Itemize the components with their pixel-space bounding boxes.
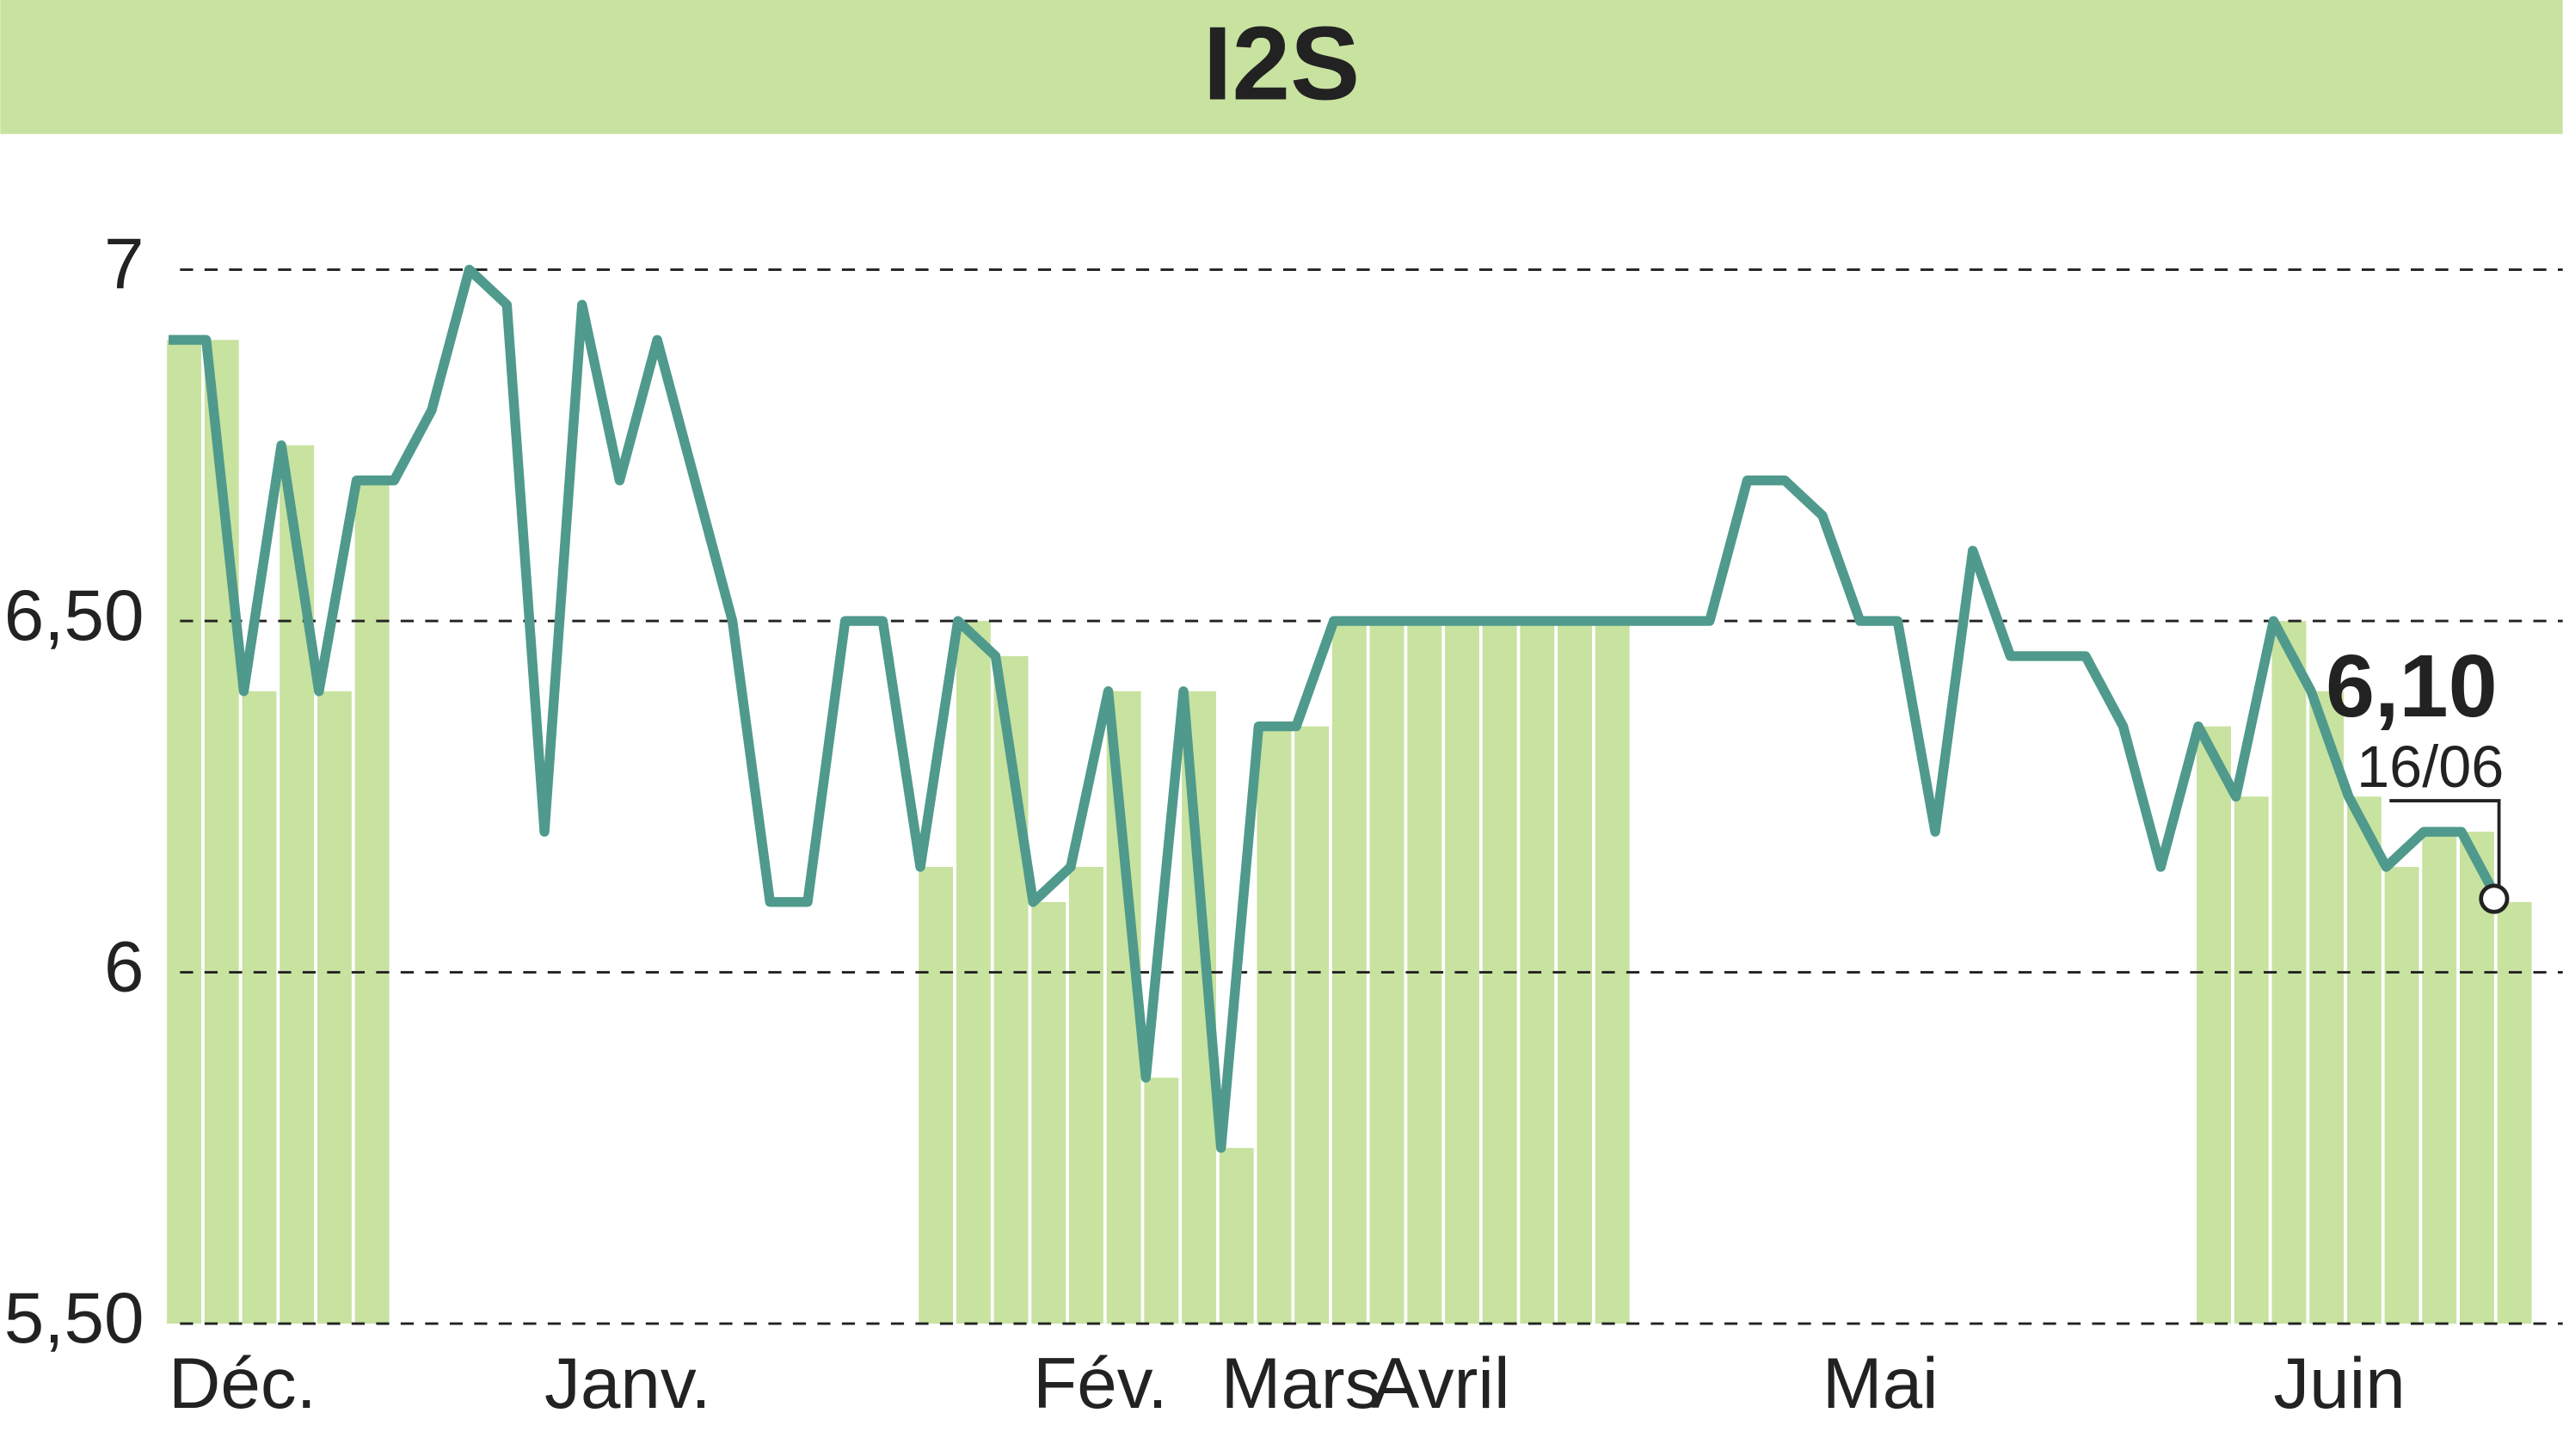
bar [2497,901,2532,1324]
bar [1257,726,1292,1324]
annotation-leader [2389,799,2501,889]
x-tick-label: Juin [2273,1342,2405,1423]
annotation-value: 6,10 [2326,636,2498,735]
y-tick-label: 6,50 [4,574,144,655]
x-tick-label: Janv. [544,1342,711,1423]
bar [317,691,352,1324]
annotation-date: 16/06 [2357,734,2504,800]
bar [242,691,277,1324]
x-tick-label: Fév. [1033,1342,1167,1423]
bar [1031,901,1066,1324]
title-band [0,0,2563,134]
x-tick-label: Déc. [169,1342,317,1423]
bar [2197,726,2231,1324]
x-tick-label: Avril [1372,1342,1510,1423]
bar [167,340,202,1324]
x-tick-label: Mai [1822,1342,1939,1423]
bar [1294,726,1330,1324]
bar [1068,867,1103,1324]
bar [1219,1147,1254,1324]
chart-title: I2S [1203,5,1361,122]
bar [1144,1078,1179,1324]
bar [919,867,954,1324]
bar [2346,796,2382,1324]
bar [2309,691,2345,1324]
y-tick-label: 5,50 [4,1277,144,1358]
last-point [2479,883,2510,914]
x-tick-label: Mars [1221,1342,1381,1423]
bar [2234,796,2269,1324]
price-line [169,264,2504,1153]
bar [2422,832,2457,1324]
y-tick-label: 7 [104,224,144,304]
bar [354,480,390,1324]
bar [2384,867,2419,1324]
bar [2459,832,2494,1324]
y-tick-label: 6 [104,926,144,1007]
